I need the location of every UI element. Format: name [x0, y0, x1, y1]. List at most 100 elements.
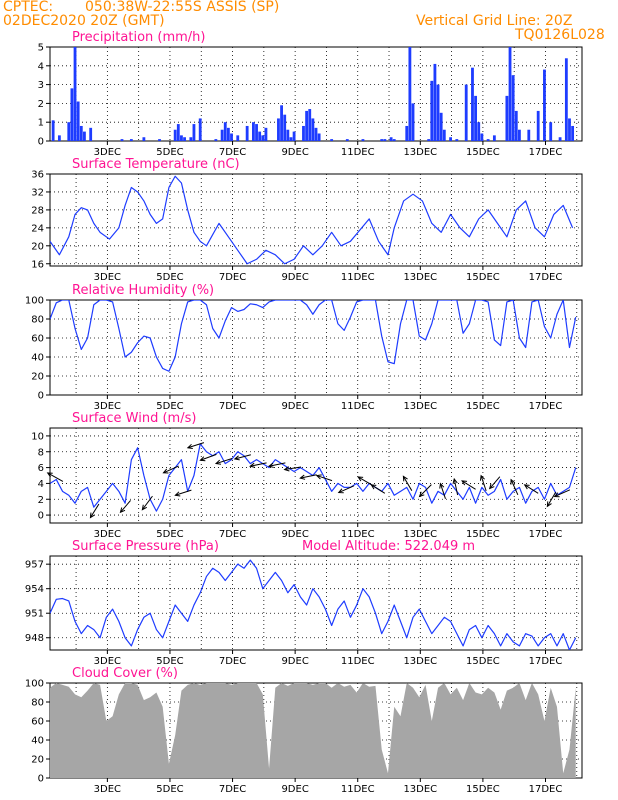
precip-bar — [83, 131, 86, 141]
x-tick-label: 15DEC — [466, 784, 500, 795]
x-tick-label: 9DEC — [281, 529, 308, 540]
precip-bar — [486, 139, 490, 141]
precip-bar — [236, 135, 240, 141]
y-tick-label: 100 — [25, 679, 44, 690]
x-tick-label: 5DEC — [156, 656, 183, 667]
y-tick-label: 0 — [38, 137, 44, 148]
precip-bar — [230, 133, 233, 141]
wind-arrow — [215, 458, 233, 465]
precip-bar — [223, 122, 227, 141]
precip-bar — [511, 75, 515, 141]
x-tick-label: 7DEC — [219, 656, 246, 667]
precip-bar — [220, 129, 224, 141]
x-tick-label: 17DEC — [529, 784, 563, 795]
x-tick-label: 11DEC — [341, 529, 375, 540]
precip-bar — [508, 47, 512, 141]
temp-panel: Surface Temperature (nC) 16 20 24 28 32 36 3DEC… — [31, 157, 583, 283]
y-tick-label: 8 — [38, 447, 44, 458]
precip-bar — [405, 125, 409, 141]
rh-frame — [49, 299, 583, 396]
precip-bar — [183, 137, 186, 141]
rh-title: Relative Humidity (%) — [72, 283, 214, 298]
precip-bar — [474, 95, 478, 141]
precip-bar — [79, 125, 83, 141]
precip-bar — [361, 139, 365, 141]
precip-bar — [408, 47, 412, 141]
precip-bar — [536, 110, 540, 141]
y-tick-label: 3 — [38, 80, 44, 91]
x-tick-label: 3DEC — [94, 656, 121, 667]
wind-arrow-head — [370, 484, 377, 490]
wind-frame — [49, 427, 583, 524]
wind-arrow — [90, 503, 100, 518]
x-tick-label: 17DEC — [529, 401, 563, 412]
wind-arrow-head — [523, 484, 530, 490]
y-tick-label: 40 — [31, 353, 44, 364]
x-tick-label: 15DEC — [466, 656, 500, 667]
x-tick-label: 13DEC — [403, 656, 437, 667]
x-tick-label: 15DEC — [466, 147, 500, 158]
precip-bar — [558, 137, 562, 141]
y-tick-label: 2 — [38, 495, 44, 506]
precip-bar — [455, 139, 459, 141]
temp-frame — [49, 173, 583, 267]
precip-bar — [427, 139, 431, 141]
x-tick-label: 7DEC — [219, 272, 246, 283]
wind-arrow — [371, 484, 386, 494]
precip-bar — [518, 129, 521, 141]
wind-arrow — [234, 454, 251, 460]
precip-bar — [442, 129, 446, 141]
x-tick-label: 5DEC — [156, 147, 183, 158]
x-tick-label: 5DEC — [156, 401, 183, 412]
precip-bar — [192, 124, 196, 141]
precip-bar — [214, 139, 218, 141]
x-tick-label: 11DEC — [341, 401, 375, 412]
wind-arrow-head — [186, 443, 193, 449]
precip-bar — [280, 105, 283, 141]
x-tick-label: 11DEC — [341, 147, 375, 158]
y-tick-label: 100 — [25, 296, 44, 307]
precip-bar — [527, 129, 531, 141]
y-tick-label: 954 — [25, 584, 44, 595]
temp-title: Surface Temperature (nC) — [72, 157, 240, 172]
temp-line — [50, 175, 574, 265]
y-tick-label: 2 — [38, 99, 44, 110]
precip-bar — [142, 137, 146, 141]
precip-bar — [505, 95, 509, 141]
x-tick-label: 5DEC — [156, 784, 183, 795]
precip-bar — [158, 139, 161, 141]
wind-arrow — [175, 489, 192, 496]
wind-arrow-head — [89, 512, 95, 519]
y-tick-label: 0 — [38, 774, 44, 785]
y-tick-label: 0 — [38, 511, 44, 522]
precip-bar — [120, 139, 124, 141]
wind-arrow — [316, 475, 333, 482]
wind-arrow-head — [162, 468, 169, 474]
wind-line — [50, 443, 577, 512]
y-tick-label: 957 — [25, 560, 44, 571]
precip-bar — [302, 125, 305, 141]
wind-arrow — [524, 484, 539, 494]
wind-arrow-head — [510, 478, 516, 485]
precip-bar — [345, 139, 349, 141]
x-tick-label: 9DEC — [281, 656, 308, 667]
wind-arrow — [357, 476, 373, 486]
x-tick-label: 9DEC — [281, 147, 308, 158]
wind-arrow — [120, 500, 131, 513]
wind-arrow-head — [452, 477, 458, 484]
precip-bar — [277, 118, 280, 141]
press-frame — [49, 555, 583, 651]
precip-bar — [57, 135, 61, 141]
x-tick-label: 11DEC — [341, 784, 375, 795]
x-tick-label: 7DEC — [219, 529, 246, 540]
wind-arrow — [141, 495, 153, 510]
precip-bar — [73, 47, 77, 141]
wind-arrow-head — [199, 456, 206, 462]
wind-arrow — [554, 489, 571, 497]
press-title: Surface Pressure (hPa) — [72, 539, 219, 554]
precip-bar — [89, 127, 93, 141]
wind-arrow — [47, 472, 64, 482]
x-tick-label: 9DEC — [281, 784, 308, 795]
wind-arrow-head — [233, 455, 240, 461]
precip-bar — [76, 101, 80, 141]
